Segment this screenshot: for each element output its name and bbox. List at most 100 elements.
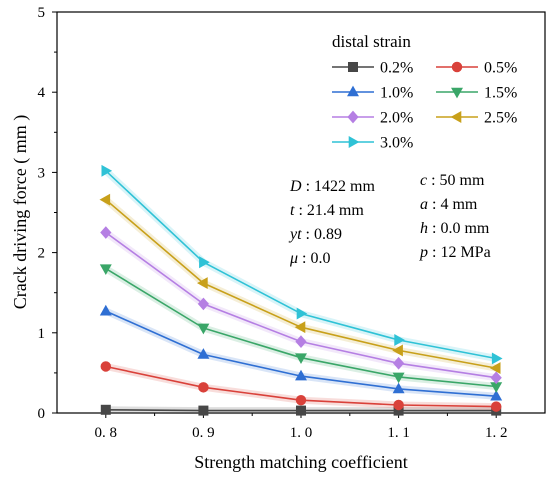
legend-marker	[347, 85, 359, 97]
annotation-value: : 4 mm	[428, 196, 478, 213]
legend-marker	[347, 110, 359, 124]
series-0.5%	[100, 361, 502, 412]
data-point	[197, 323, 210, 335]
series-1.5%	[99, 264, 503, 393]
series-layer	[99, 164, 503, 416]
x-tick-label: 0. 8	[95, 425, 118, 441]
annotation-value: : 0.0	[298, 250, 330, 267]
x-tick-label: 0. 9	[192, 425, 215, 441]
data-point	[393, 356, 405, 370]
data-point	[489, 362, 501, 375]
data-point	[197, 277, 208, 290]
data-point	[198, 382, 209, 393]
series-2.0%	[100, 226, 502, 385]
annotation-left-2: yt : 0.89	[288, 226, 342, 243]
data-point	[99, 193, 111, 206]
annotation-value: : 0.89	[302, 226, 342, 243]
data-point	[490, 371, 502, 385]
annotation-right-3: p : 12 MPa	[419, 244, 491, 261]
annotation-var: yt	[288, 226, 302, 243]
y-axis-title: Crack driving force ( mm )	[10, 115, 31, 309]
annotation-value: : 12 MPa	[428, 244, 491, 261]
legend-marker	[451, 61, 463, 73]
series-0.2%	[100, 404, 502, 416]
annotation-value: : 50 mm	[427, 172, 485, 189]
legend-item: 0.2%	[332, 60, 413, 77]
legend-item: 2.0%	[332, 110, 413, 127]
data-point	[100, 404, 111, 415]
annotation-var: t	[290, 202, 295, 219]
data-point	[490, 389, 503, 401]
data-point	[294, 321, 306, 334]
x-tick-label: 1. 2	[485, 425, 508, 441]
data-point	[392, 372, 405, 384]
annotation-value: : 21.4 mm	[294, 202, 364, 219]
annotation-var: c	[420, 172, 427, 189]
data-point	[197, 348, 210, 359]
annotation-value: : 1422 mm	[302, 178, 376, 195]
data-point	[295, 353, 307, 364]
annotation-right-0: c : 50 mm	[420, 172, 485, 189]
legend-item: 2.5%	[436, 110, 517, 127]
annotation-var: D	[289, 178, 302, 195]
legend-label: 0.2%	[380, 60, 413, 77]
legend-item: 3.0%	[332, 135, 413, 152]
x-tick-label: 1. 1	[387, 425, 410, 441]
data-point	[99, 264, 112, 275]
y-tick-label: 5	[38, 5, 46, 21]
y-tick-label: 3	[38, 165, 46, 181]
legend-label: 0.5%	[484, 60, 517, 77]
data-point	[198, 405, 209, 416]
data-point	[100, 361, 112, 372]
annotation-right-2: h : 0.0 mm	[420, 220, 490, 237]
data-point	[392, 344, 403, 357]
data-point	[392, 382, 405, 394]
y-tick-label: 0	[38, 406, 46, 422]
y-tick-label: 1	[38, 326, 46, 342]
x-axis-title: Strength matching coefficient	[194, 452, 408, 472]
legend-label: 3.0%	[380, 135, 413, 152]
data-point	[199, 256, 210, 269]
data-point	[99, 304, 112, 316]
series-1.0%	[99, 304, 503, 401]
series-2.5%	[99, 193, 501, 375]
x-tick-label: 1. 0	[290, 425, 313, 441]
y-tick-label: 4	[38, 85, 46, 101]
legend-item: 1.0%	[332, 85, 413, 102]
annotation-right-1: a : 4 mm	[420, 196, 478, 213]
series-3.0%	[101, 164, 503, 365]
legend-label: 2.0%	[380, 110, 413, 127]
annotation-var: h	[420, 220, 428, 237]
annotation-left-0: D : 1422 mm	[289, 178, 375, 195]
data-point	[295, 369, 307, 381]
data-point	[491, 352, 503, 365]
y-tick-label: 2	[38, 246, 46, 262]
legend-label: 2.5%	[484, 110, 517, 127]
data-point	[295, 394, 307, 406]
annotation-value: : 0.0 mm	[428, 220, 490, 237]
annotation-var: p	[419, 244, 428, 261]
legend-marker	[347, 62, 358, 73]
data-point	[101, 164, 113, 177]
legend-title: distal strain	[332, 32, 411, 51]
data-point	[394, 334, 405, 346]
data-point	[197, 297, 209, 311]
data-point	[393, 399, 404, 411]
legend-item: 0.5%	[436, 60, 517, 77]
legend-label: 1.0%	[380, 85, 413, 102]
data-point	[296, 307, 308, 320]
legend-marker	[451, 87, 463, 99]
legend-item: 1.5%	[436, 85, 517, 102]
legend-marker	[348, 136, 360, 148]
legend-label: 1.5%	[484, 85, 517, 102]
annotation-var: a	[420, 196, 428, 213]
data-point	[295, 405, 306, 416]
data-point	[490, 401, 502, 412]
data-point	[295, 335, 307, 348]
legend-marker	[450, 111, 462, 123]
data-point	[100, 226, 112, 239]
annotation-var: μ	[289, 250, 298, 267]
annotation-left-3: μ : 0.0	[289, 250, 330, 267]
